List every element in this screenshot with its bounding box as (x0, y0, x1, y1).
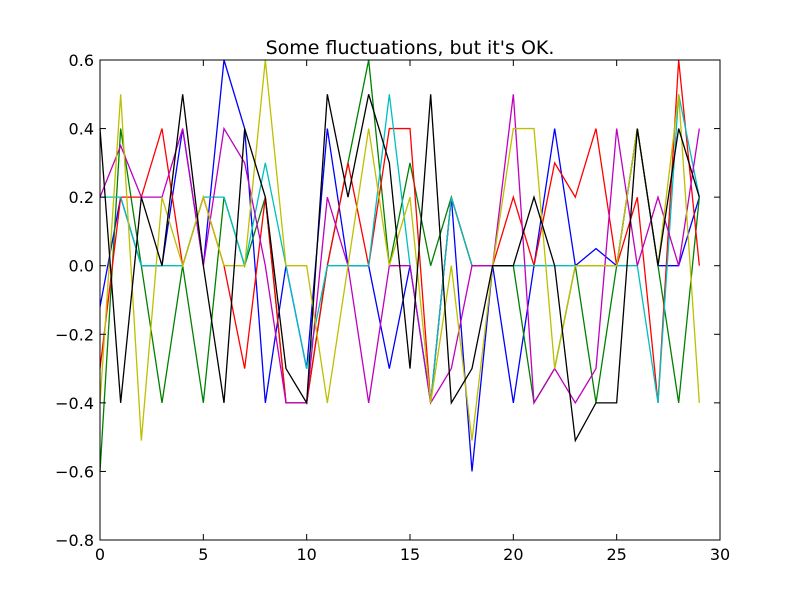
x-tick-label: 30 (710, 545, 730, 564)
y-tick-label: 0.4 (69, 120, 94, 139)
x-tick-label: 25 (606, 545, 626, 564)
x-tick-label: 20 (503, 545, 523, 564)
y-tick-label: 0.0 (69, 257, 94, 276)
series-line-green (99, 59, 700, 472)
series-layer (99, 59, 700, 472)
x-tick-label: 5 (198, 545, 208, 564)
y-tick-label: 0.2 (69, 188, 94, 207)
x-tick-label: 10 (296, 545, 316, 564)
x-tick-label: 15 (400, 545, 420, 564)
series-line-black (99, 94, 700, 443)
y-tick-label: −0.4 (55, 394, 94, 413)
y-tick-label: −0.6 (55, 462, 94, 481)
y-tick-label: 0.6 (69, 51, 94, 70)
y-tick-label: −0.2 (55, 325, 94, 344)
axes-layer: 0 5 10 15 20 25 30 −0.8 −0.6 −0.4 −0.2 0.0 0.2 0.4 0.6 (55, 51, 730, 564)
x-tick-label: 0 (95, 545, 105, 564)
series-line-yellow (99, 59, 700, 441)
y-tick-label: −0.8 (55, 531, 94, 550)
chart-title: Some fluctuations, but it's OK. (266, 37, 555, 59)
